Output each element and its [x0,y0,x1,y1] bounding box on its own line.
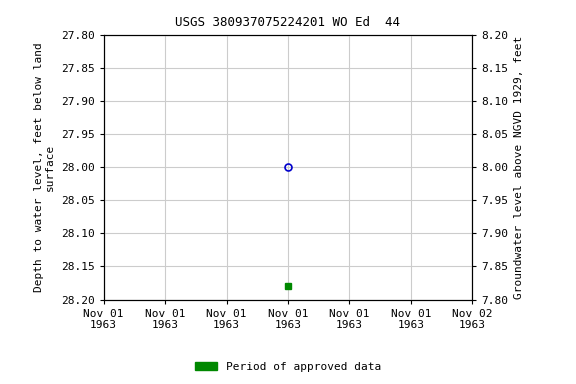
Title: USGS 380937075224201 WO Ed  44: USGS 380937075224201 WO Ed 44 [176,16,400,29]
Legend: Period of approved data: Period of approved data [191,358,385,377]
Y-axis label: Groundwater level above NGVD 1929, feet: Groundwater level above NGVD 1929, feet [514,35,524,299]
Y-axis label: Depth to water level, feet below land
surface: Depth to water level, feet below land su… [34,42,55,292]
